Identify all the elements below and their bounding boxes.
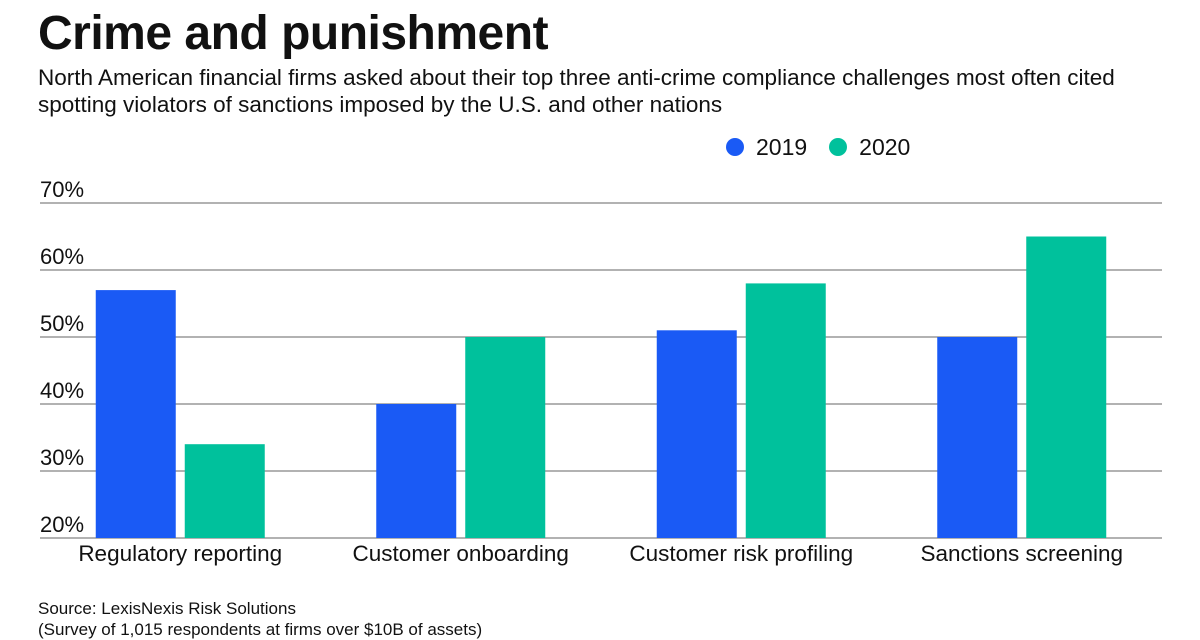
bar-2019 xyxy=(656,330,737,538)
bar-2020 xyxy=(184,444,265,538)
legend-item-2019: 2019 xyxy=(726,134,807,161)
chart-subtitle: North American financial firms asked abo… xyxy=(38,65,1115,117)
x-tick-label: Customer onboarding xyxy=(353,541,569,566)
legend-item-2020: 2020 xyxy=(829,134,910,161)
x-tick-label: Regulatory reporting xyxy=(78,541,282,566)
y-tick-label: 20% xyxy=(40,512,84,537)
legend-swatch-2019 xyxy=(726,138,744,156)
y-tick-label: 70% xyxy=(40,177,84,202)
y-tick-label: 50% xyxy=(40,311,84,336)
legend-label-2020: 2020 xyxy=(859,133,911,160)
bar-2019 xyxy=(95,290,176,538)
legend-swatch-2020 xyxy=(829,138,848,156)
legend: 2019 2020 xyxy=(726,133,932,161)
bar-2020 xyxy=(745,283,826,538)
legend-label-2019: 2019 xyxy=(756,133,808,160)
bar-2019 xyxy=(937,337,1018,538)
y-tick-label: 40% xyxy=(40,378,84,403)
bar-2020 xyxy=(1026,236,1107,538)
source-note: Source: LexisNexis Risk Solutions (Surve… xyxy=(38,598,482,640)
bar-2019 xyxy=(376,404,457,538)
chart-title: Crime and punishment xyxy=(38,7,549,60)
x-tick-label: Sanctions screening xyxy=(920,541,1123,566)
source-text: Source: LexisNexis Risk Solutions xyxy=(38,599,296,618)
y-tick-label: 30% xyxy=(40,445,84,470)
y-tick-label: 60% xyxy=(40,244,84,269)
x-tick-label: Customer risk profiling xyxy=(629,541,853,566)
bar-2020 xyxy=(465,337,546,538)
